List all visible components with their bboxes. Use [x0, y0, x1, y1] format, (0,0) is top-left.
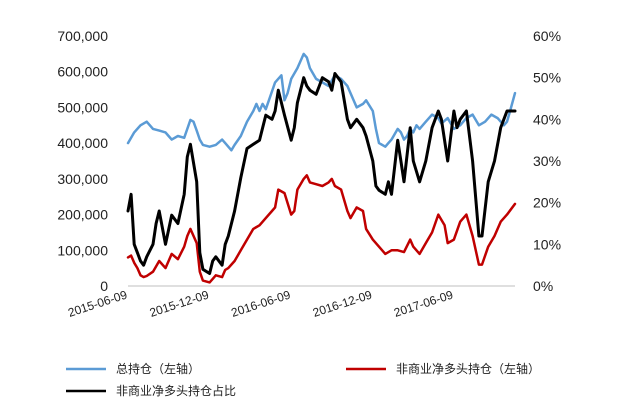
right-axis-tick-label: 0%	[533, 278, 553, 294]
series-line-total-position-line	[126, 52, 517, 152]
series-layer	[126, 52, 517, 284]
legend-label-net-long-ratio: 非商业净多头持仓占比	[116, 383, 236, 398]
legend: 总持仓（左轴） 非商业净多头持仓（左轴） 非商业净多头持仓占比	[66, 361, 540, 398]
x-axis-tick-label: 2017-06-09	[392, 287, 455, 319]
left-y-axis: 0 100,000 200,000 300,000 400,000 500,000 600,…	[57, 28, 108, 294]
legend-item-total-position: 总持仓（左轴）	[66, 361, 200, 376]
x-axis-tick-label: 2015-06-09	[66, 287, 129, 319]
right-axis-tick-label: 10%	[533, 236, 561, 252]
right-axis-tick-label: 20%	[533, 195, 561, 211]
left-axis-tick-label: 200,000	[57, 207, 108, 223]
left-axis-tick-label: 0	[100, 278, 108, 294]
legend-label-net-long-position: 非商业净多头持仓（左轴）	[396, 361, 540, 376]
x-axis-tick-label: 2016-06-09	[229, 287, 292, 319]
right-axis-tick-label: 30%	[533, 153, 561, 169]
left-axis-tick-label: 600,000	[57, 64, 108, 80]
left-axis-tick-label: 500,000	[57, 99, 108, 115]
series-line-net-long-position-line	[126, 174, 517, 284]
right-y-axis: 0% 10% 20% 30% 40% 50% 60%	[533, 28, 561, 294]
legend-label-total-position: 总持仓（左轴）	[116, 361, 200, 376]
x-axis: 2015-06-09 2015-12-09 2016-06-09 2016-12-09…	[66, 285, 515, 320]
left-axis-tick-label: 700,000	[57, 28, 108, 44]
left-axis-tick-label: 300,000	[57, 171, 108, 187]
series-line-net-long-ratio-line	[126, 72, 517, 275]
left-axis-tick-label: 100,000	[57, 242, 108, 258]
legend-item-net-long-ratio: 非商业净多头持仓占比	[66, 383, 236, 398]
right-axis-tick-label: 40%	[533, 111, 561, 127]
x-axis-tick-label: 2016-12-09	[311, 287, 374, 319]
x-axis-tick-label: 2015-12-09	[148, 287, 211, 319]
left-axis-tick-label: 400,000	[57, 135, 108, 151]
legend-item-net-long-position: 非商业净多头持仓（左轴）	[346, 361, 540, 376]
right-axis-tick-label: 50%	[533, 70, 561, 86]
right-axis-tick-label: 60%	[533, 28, 561, 44]
